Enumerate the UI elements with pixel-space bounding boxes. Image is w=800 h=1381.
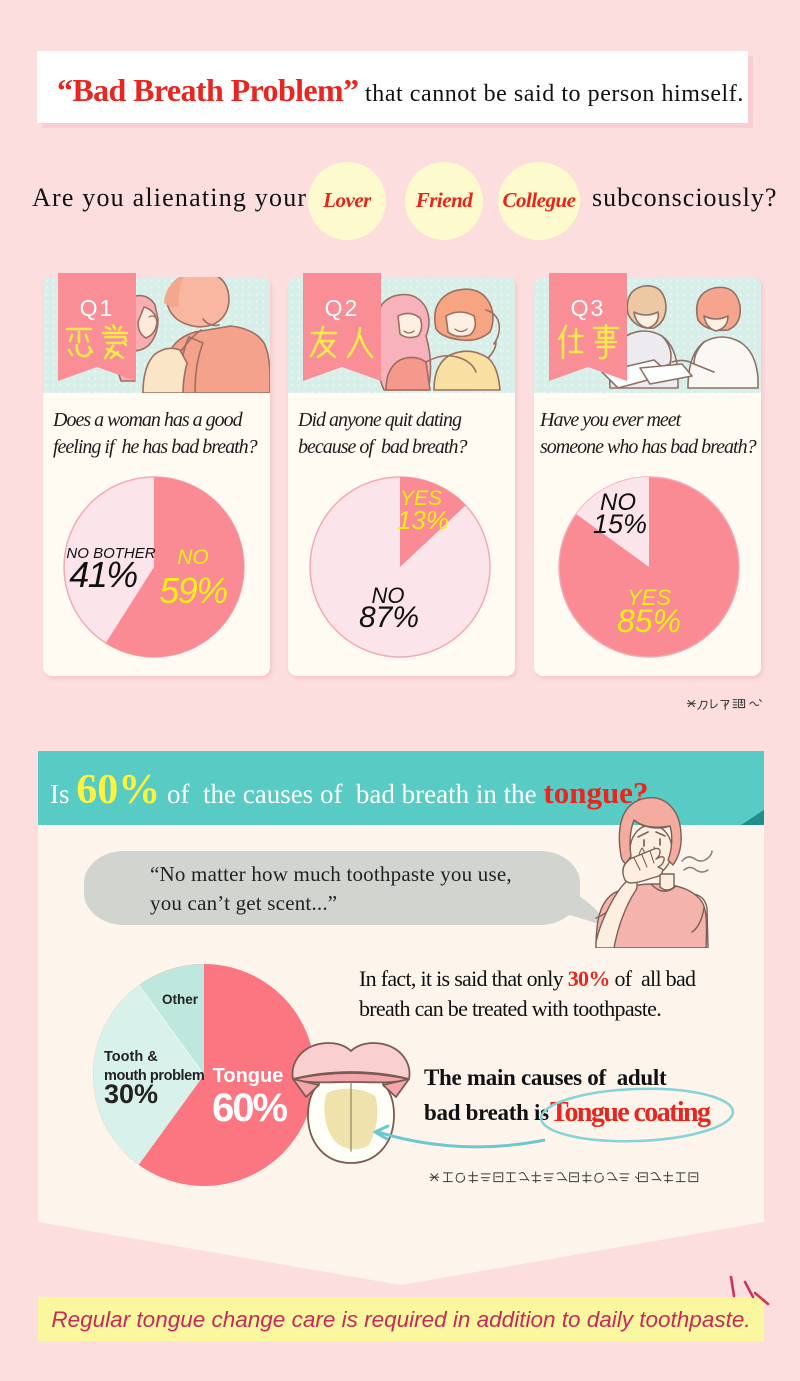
- svg-text:Tooth &: Tooth &: [104, 1049, 158, 1065]
- svg-text:YES: YES: [627, 585, 671, 610]
- svg-text:87%: 87%: [359, 601, 419, 634]
- svg-text:NO: NO: [177, 546, 209, 569]
- svg-text:41%: 41%: [69, 554, 137, 595]
- svg-text:13%: 13%: [397, 505, 449, 535]
- svg-text:15%: 15%: [593, 509, 647, 539]
- svg-text:NO: NO: [372, 583, 405, 608]
- svg-text:59%: 59%: [159, 570, 227, 611]
- svg-text:NO: NO: [600, 489, 636, 516]
- svg-text:30%: 30%: [104, 1079, 158, 1109]
- svg-text:Other: Other: [162, 992, 199, 1007]
- svg-text:YES: YES: [400, 487, 442, 510]
- svg-text:NO BOTHER: NO BOTHER: [66, 545, 155, 562]
- svg-text:mouth problem: mouth problem: [104, 1068, 204, 1084]
- svg-text:60%: 60%: [212, 1086, 287, 1130]
- svg-text:85%: 85%: [617, 603, 681, 639]
- svg-text:Tongue: Tongue: [213, 1065, 284, 1087]
